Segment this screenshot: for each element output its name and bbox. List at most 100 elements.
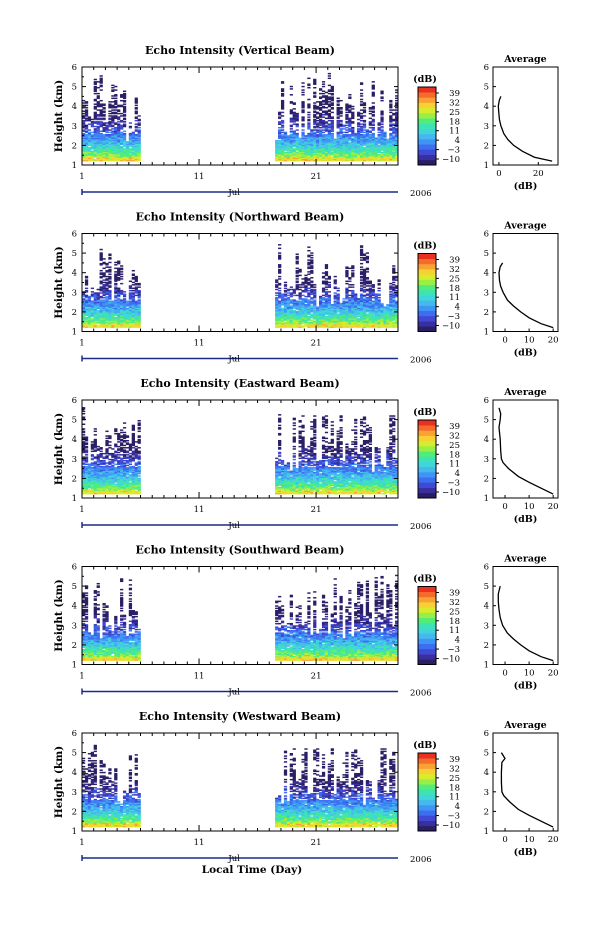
heatmap-cell bbox=[298, 151, 302, 154]
heatmap-cell bbox=[348, 294, 352, 297]
heatmap-cell bbox=[371, 94, 375, 96]
y-tick-label: 3 bbox=[72, 288, 77, 298]
heatmap-cell bbox=[137, 137, 141, 140]
heatmap-cell bbox=[313, 148, 317, 150]
heatmap-cell bbox=[298, 293, 302, 295]
heatmap-cell bbox=[131, 326, 135, 328]
heatmap-cell bbox=[392, 289, 396, 292]
heatmap-cell bbox=[380, 305, 384, 307]
heatmap-cell bbox=[319, 317, 323, 319]
heatmap-cell bbox=[108, 275, 112, 278]
heatmap-cell bbox=[90, 490, 95, 493]
heatmap-cell bbox=[128, 308, 133, 311]
heatmap-cell bbox=[82, 472, 86, 475]
heatmap-cell bbox=[395, 119, 399, 122]
heatmap-cell bbox=[111, 138, 115, 141]
heatmap-cell bbox=[351, 121, 355, 123]
heatmap-cell bbox=[368, 158, 372, 161]
heatmap-cell bbox=[324, 110, 329, 112]
heatmap-cell bbox=[90, 475, 95, 477]
heatmap-cell bbox=[298, 314, 302, 317]
heatmap-cell bbox=[114, 149, 118, 151]
heatmap-cell bbox=[114, 275, 118, 278]
heatmap-cell bbox=[319, 152, 323, 155]
heatmap-cell bbox=[365, 145, 370, 148]
heatmap-cell bbox=[324, 130, 329, 132]
heatmap-cell bbox=[122, 155, 127, 157]
heatmap-cell bbox=[105, 135, 109, 137]
heatmap-cell bbox=[295, 288, 299, 291]
heatmap-cell bbox=[324, 302, 329, 305]
heatmap-cell bbox=[371, 288, 375, 291]
heatmap-cell bbox=[365, 150, 370, 152]
heatmap-cell bbox=[117, 117, 121, 120]
heatmap-cell bbox=[122, 115, 127, 117]
heatmap-cell bbox=[321, 159, 326, 162]
profile-y-tick-label: 4 bbox=[484, 269, 489, 279]
heatmap-cell bbox=[368, 318, 372, 320]
heatmap-cell bbox=[389, 320, 393, 322]
profile-y-tick-label: 1 bbox=[484, 161, 489, 171]
heatmap-cell bbox=[122, 96, 127, 98]
heatmap-cell bbox=[371, 286, 375, 288]
heatmap-cell bbox=[96, 454, 100, 456]
heatmap-cell bbox=[348, 155, 352, 157]
heatmap-cell bbox=[324, 267, 329, 270]
heatmap-cell bbox=[377, 150, 381, 152]
heatmap-cell bbox=[120, 300, 124, 303]
heatmap-cell bbox=[114, 326, 118, 328]
heatmap-cell bbox=[93, 144, 97, 147]
heatmap-cell bbox=[345, 319, 349, 321]
heatmap-cell bbox=[313, 289, 317, 292]
colorbar-tick-label: −10 bbox=[442, 322, 460, 332]
heatmap-cell bbox=[295, 136, 299, 138]
heatmap-cell bbox=[365, 257, 370, 259]
heatmap-cell bbox=[354, 325, 358, 327]
heatmap-cell bbox=[108, 305, 112, 307]
heatmap-cell bbox=[298, 145, 302, 148]
heatmap-cell bbox=[362, 279, 367, 281]
heatmap-cell bbox=[327, 315, 332, 318]
heatmap-cell bbox=[134, 322, 138, 325]
heatmap-cell bbox=[389, 109, 393, 111]
heatmap-cell bbox=[295, 325, 299, 327]
heatmap-cell bbox=[280, 88, 285, 90]
heatmap-cell bbox=[395, 158, 399, 161]
heatmap-cell bbox=[374, 150, 378, 152]
heatmap-cell bbox=[389, 135, 393, 137]
heatmap-cell bbox=[295, 135, 299, 137]
heatmap-cell bbox=[342, 131, 346, 134]
heatmap-cell bbox=[313, 144, 317, 147]
heatmap-cell bbox=[137, 293, 141, 295]
heatmap-cell bbox=[324, 313, 329, 315]
heatmap-cell bbox=[330, 304, 334, 306]
heatmap-cell bbox=[377, 138, 381, 141]
heatmap-cell bbox=[292, 143, 296, 145]
heatmap-cell bbox=[102, 110, 106, 112]
heatmap-cell bbox=[313, 284, 317, 286]
heatmap-cell bbox=[111, 128, 115, 130]
heatmap-cell bbox=[108, 268, 112, 271]
heatmap-cell bbox=[313, 317, 317, 319]
month-label: Jul bbox=[227, 188, 240, 198]
heatmap-cell bbox=[345, 145, 349, 148]
heatmap-cell bbox=[395, 286, 399, 288]
heatmap-cell bbox=[392, 306, 396, 308]
heatmap-cell bbox=[90, 141, 95, 143]
heatmap-cell bbox=[327, 130, 332, 132]
profile-y-tick-label: 1 bbox=[484, 328, 489, 338]
heatmap-cell bbox=[295, 305, 299, 307]
heatmap-cell bbox=[295, 257, 299, 259]
heatmap-cell bbox=[289, 324, 293, 326]
heatmap-cell bbox=[278, 294, 282, 297]
heatmap-cell bbox=[120, 318, 124, 320]
heatmap-cell bbox=[319, 308, 323, 311]
heatmap-cell bbox=[137, 154, 141, 156]
heatmap-cell bbox=[114, 154, 118, 156]
heatmap-cell bbox=[371, 128, 375, 130]
heatmap-cell bbox=[108, 106, 112, 109]
heatmap-cell bbox=[336, 119, 340, 122]
heatmap-cell bbox=[298, 297, 302, 299]
heatmap-cell bbox=[327, 302, 332, 305]
heatmap-cell bbox=[280, 322, 285, 325]
